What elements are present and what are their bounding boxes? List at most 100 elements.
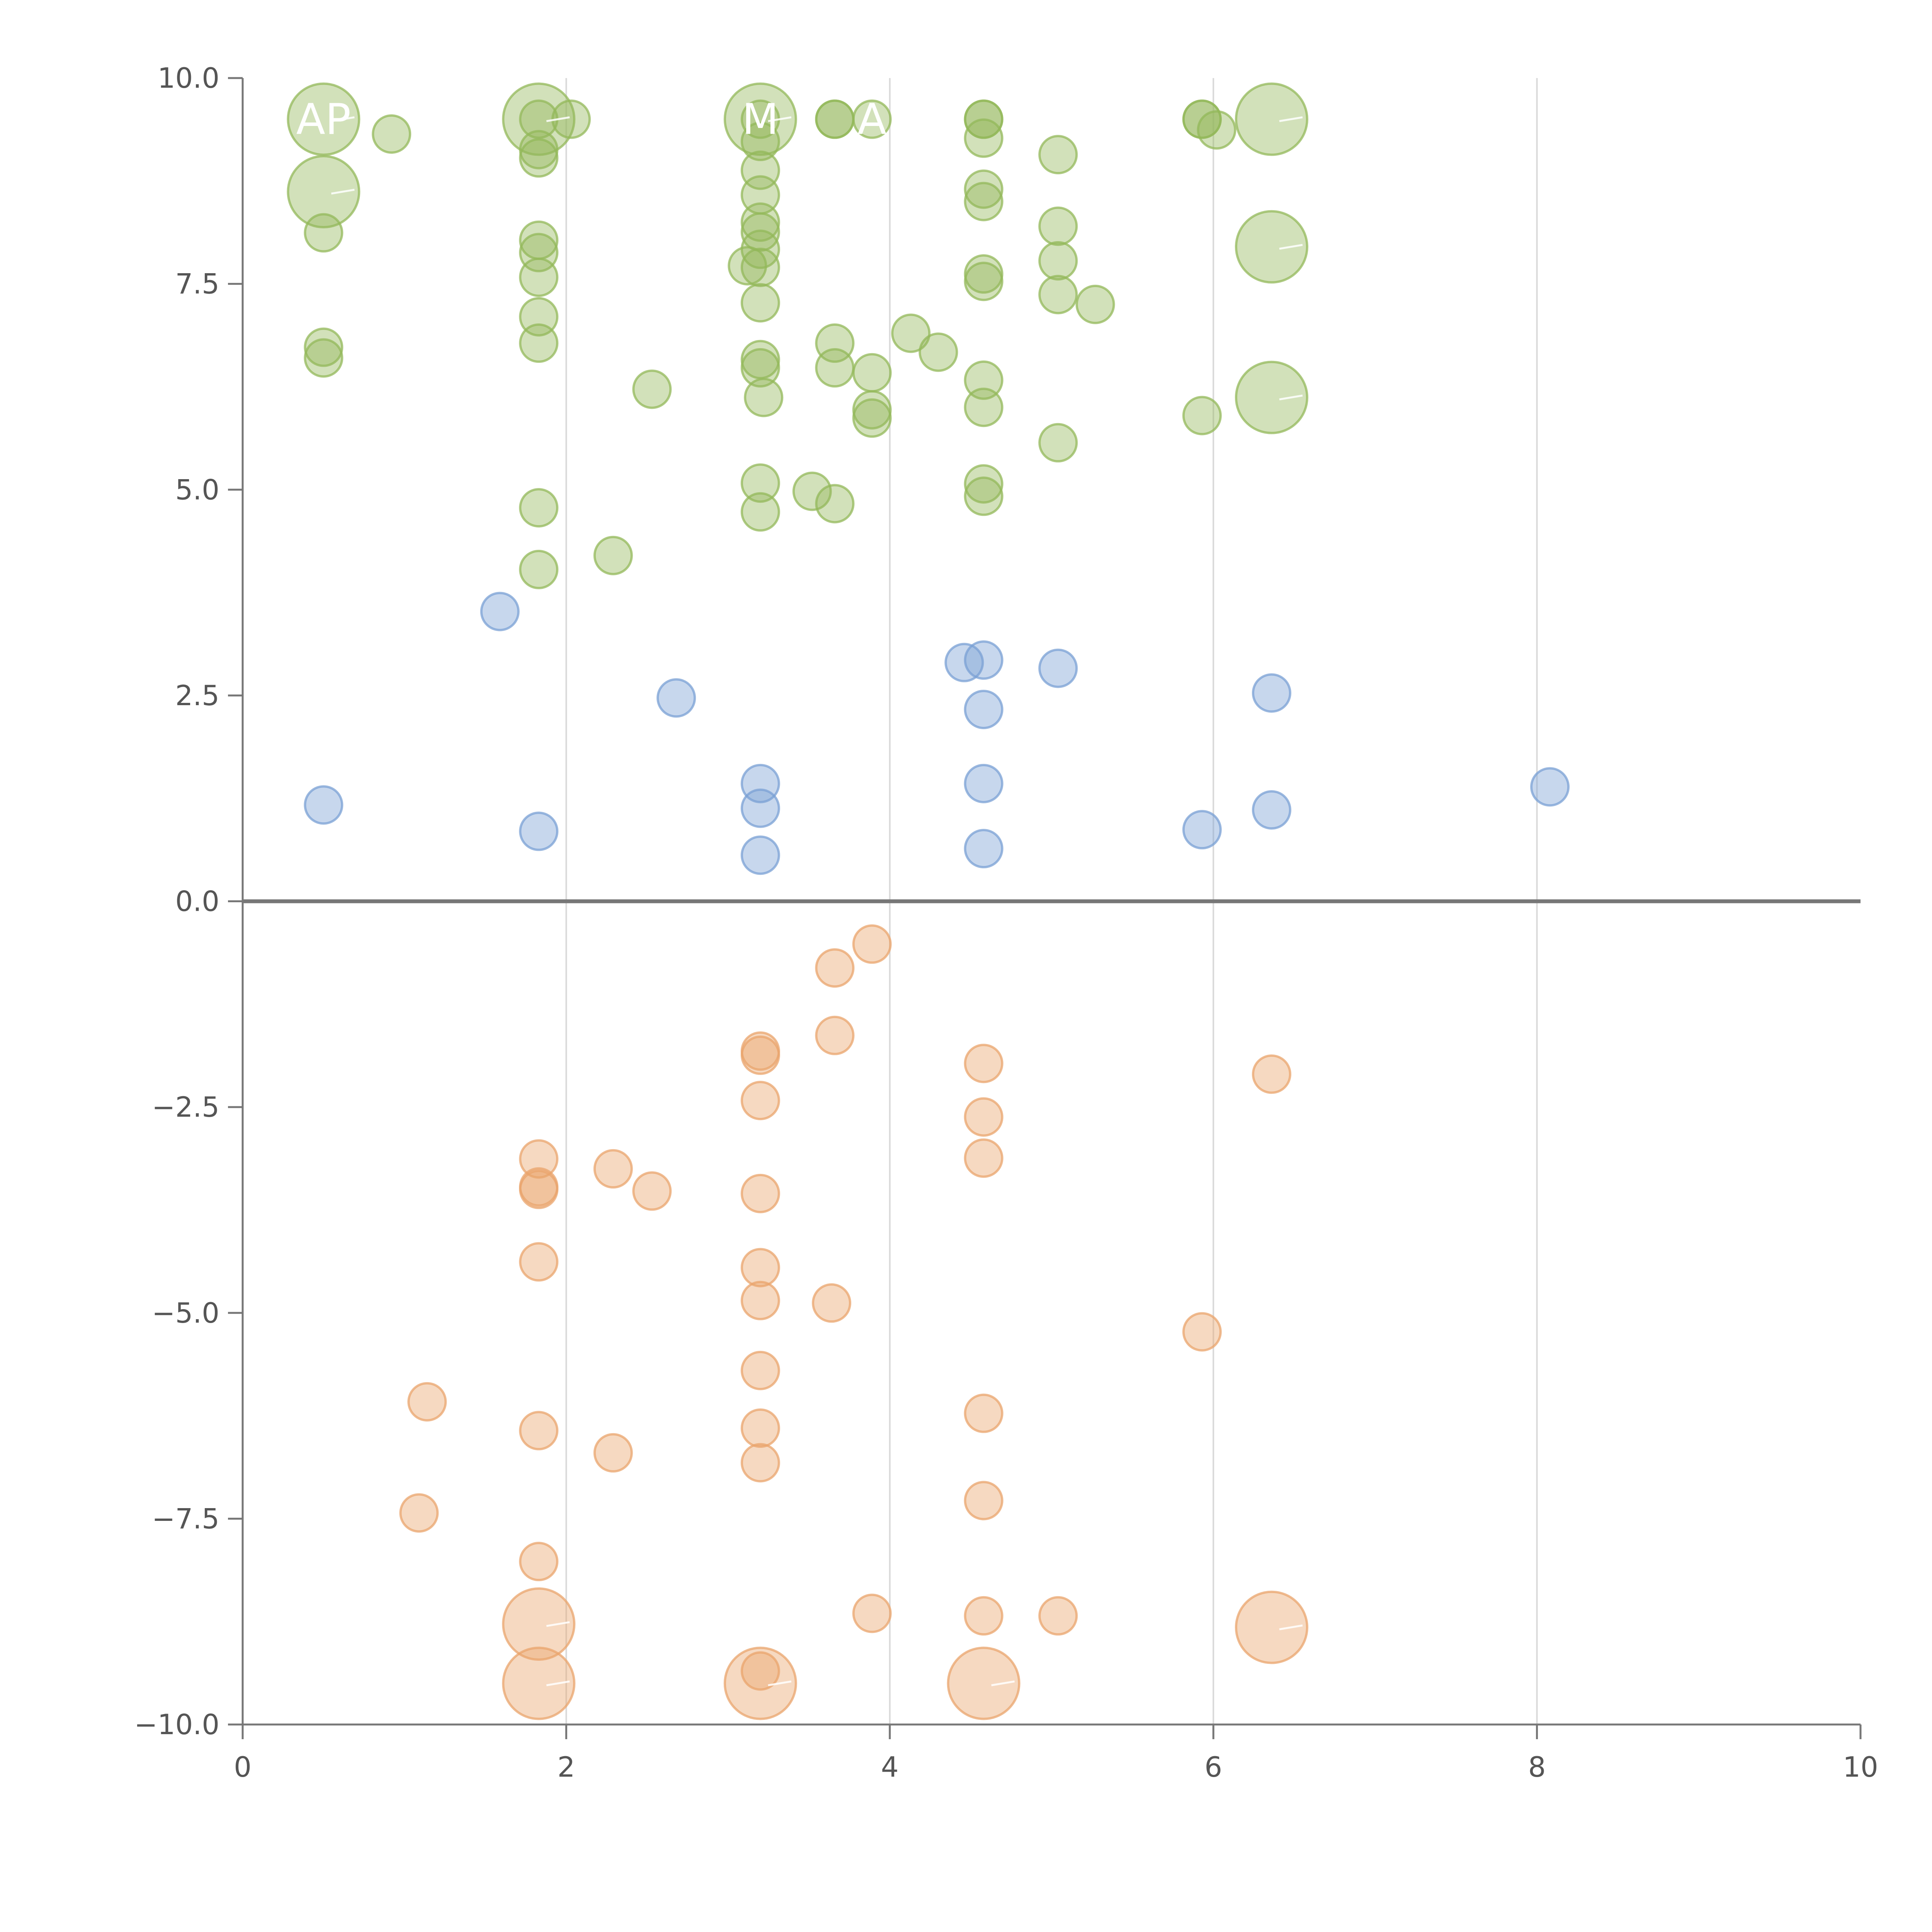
point-label: A	[857, 95, 886, 144]
data-point-orange	[964, 1044, 1003, 1083]
data-point-orange	[502, 1587, 576, 1661]
x-tick-label: 6	[1204, 1751, 1222, 1783]
data-point-blue	[1038, 648, 1078, 688]
y-tick-label: −5.0	[152, 1297, 219, 1329]
leader-line	[331, 189, 355, 195]
data-point-green	[852, 390, 892, 430]
data-point-green	[502, 82, 576, 156]
data-point-orange	[1038, 1596, 1078, 1636]
leader-line	[546, 1621, 570, 1627]
data-point-green	[815, 484, 855, 524]
data-point-green	[1038, 241, 1078, 281]
leader-line	[1279, 116, 1303, 122]
data-point-green	[740, 202, 780, 242]
data-point-green	[304, 338, 344, 378]
leader-line	[331, 116, 355, 122]
data-point-green	[519, 488, 559, 528]
data-point-orange	[964, 1138, 1003, 1178]
data-point-green	[740, 283, 780, 323]
data-point-orange	[1252, 1054, 1291, 1094]
data-point-orange	[964, 1481, 1003, 1520]
data-point-green	[519, 257, 559, 297]
data-point-green	[852, 398, 892, 438]
data-point-orange	[407, 1382, 447, 1422]
data-point-green	[1075, 284, 1115, 324]
data-point-blue	[964, 690, 1003, 730]
data-point-blue	[1252, 790, 1291, 830]
data-point-green	[852, 99, 892, 139]
data-point-orange	[740, 1081, 780, 1121]
data-point-orange	[740, 1035, 780, 1075]
data-point-orange	[740, 1350, 780, 1390]
data-point-orange	[740, 1651, 780, 1691]
data-point-green	[1038, 206, 1078, 246]
data-point-orange	[815, 948, 855, 988]
data-point-green	[744, 378, 784, 417]
data-point-orange	[593, 1433, 633, 1473]
data-point-green	[964, 360, 1003, 400]
data-point-green	[852, 353, 892, 393]
data-point-green	[632, 369, 672, 409]
data-point-orange	[399, 1493, 439, 1533]
data-point-green	[519, 549, 559, 589]
data-point-green	[740, 492, 780, 532]
data-point-green	[964, 476, 1003, 516]
data-point-blue	[964, 829, 1003, 869]
data-point-green	[1038, 135, 1078, 175]
data-point-green	[287, 82, 361, 156]
data-point-green	[815, 348, 855, 388]
x-tick-label: 4	[881, 1751, 899, 1783]
y-tick-label: 10.0	[158, 62, 219, 94]
data-point-blue	[1182, 810, 1222, 850]
data-point-green	[1235, 361, 1308, 434]
data-point-orange	[852, 1594, 892, 1633]
data-point-green	[964, 118, 1003, 158]
data-point-orange	[964, 1596, 1003, 1636]
y-tick-label: 0.0	[175, 885, 219, 918]
data-point-orange	[519, 1542, 559, 1582]
data-point-blue	[1252, 673, 1291, 713]
leader-line	[768, 1680, 792, 1686]
data-point-green	[519, 138, 559, 178]
data-point-blue	[740, 788, 780, 828]
data-point-blue	[480, 592, 520, 631]
data-point-orange	[593, 1149, 633, 1189]
data-point-blue	[964, 764, 1003, 803]
leader-line	[1279, 395, 1303, 401]
data-point-orange	[519, 1170, 559, 1209]
data-point-green	[891, 313, 931, 353]
data-point-green	[519, 323, 559, 363]
data-point-green	[372, 114, 412, 154]
data-point-orange	[740, 1408, 780, 1448]
x-tick-label: 0	[234, 1751, 252, 1783]
data-point-blue	[519, 811, 559, 851]
data-point-green	[1038, 423, 1078, 463]
data-point-green	[740, 212, 780, 252]
data-point-green	[815, 99, 855, 139]
data-point-green	[964, 169, 1003, 209]
data-point-orange	[632, 1171, 672, 1211]
leader-line	[1279, 1624, 1303, 1631]
data-point-green	[1235, 82, 1308, 156]
data-point-green	[593, 536, 633, 575]
y-tick-label: −7.5	[152, 1502, 219, 1535]
data-points	[287, 82, 1570, 1720]
data-point-green	[304, 213, 344, 253]
data-point-green	[1182, 396, 1222, 435]
data-point-orange	[740, 1443, 780, 1483]
data-point-green	[740, 122, 780, 162]
data-point-orange	[502, 1646, 576, 1720]
data-point-orange	[812, 1283, 852, 1323]
data-point-green	[740, 463, 780, 503]
data-point-blue	[1530, 767, 1570, 807]
data-point-orange	[1182, 1312, 1222, 1352]
x-tick-label: 2	[557, 1751, 575, 1783]
y-tick-label: −2.5	[152, 1091, 219, 1123]
y-tick-label: 2.5	[175, 679, 219, 712]
data-point-green	[918, 332, 958, 372]
data-point-orange	[519, 1242, 559, 1282]
data-point-orange	[852, 924, 892, 964]
data-point-green	[964, 262, 1003, 301]
x-tick-label: 8	[1528, 1751, 1546, 1783]
